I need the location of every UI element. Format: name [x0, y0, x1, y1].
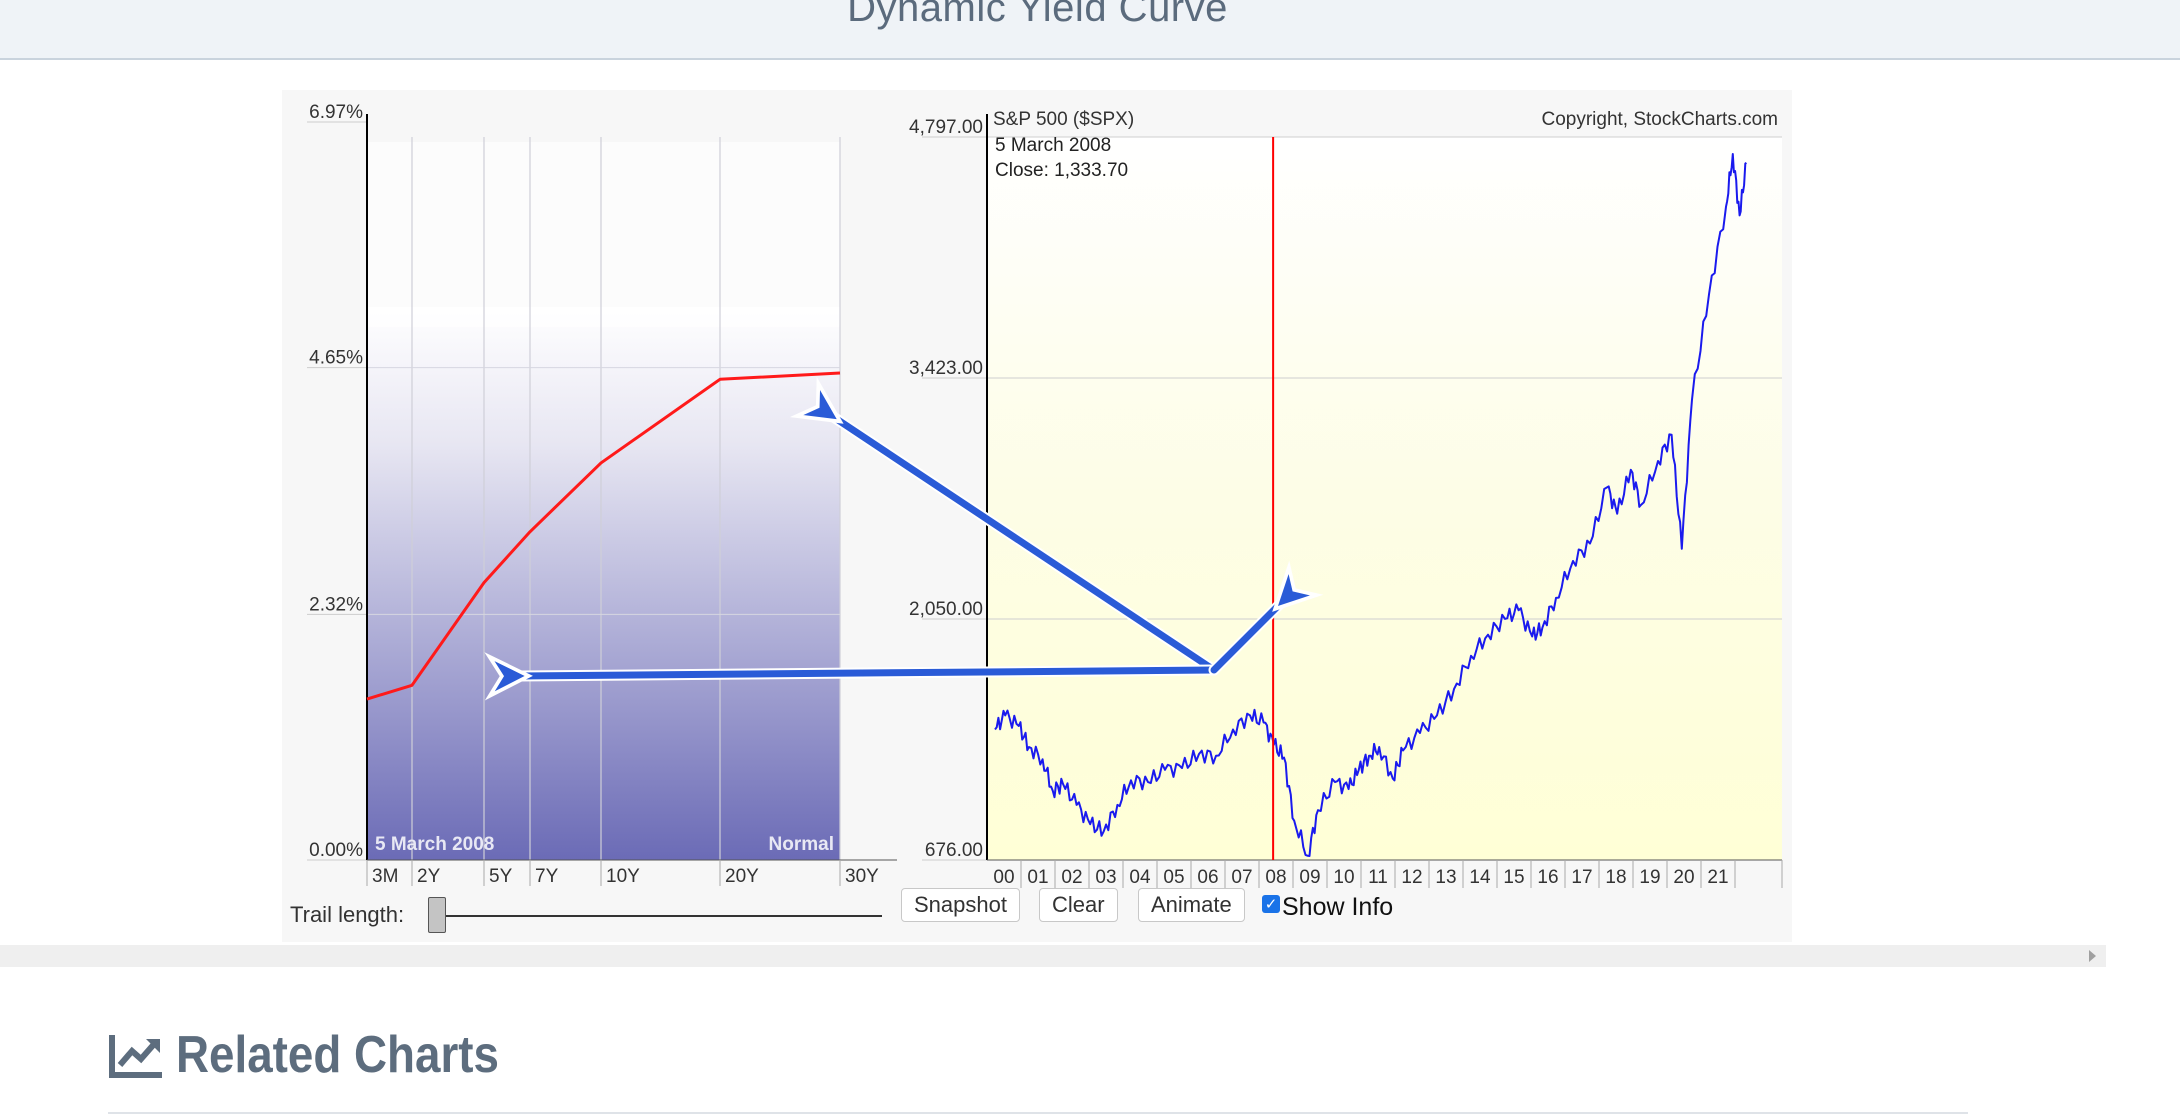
spx-x-tick-label: 12 — [1401, 867, 1422, 888]
yield-curve-date-label: 5 March 2008 — [375, 834, 494, 855]
spx-x-tick-label: 06 — [1197, 867, 1218, 888]
spx-x-tick-label: 18 — [1605, 867, 1626, 888]
yield-curve-shape-label: Normal — [769, 834, 834, 855]
spx-x-tick-label: 13 — [1435, 867, 1456, 888]
spx-x-tick-label: 20 — [1673, 867, 1694, 888]
spx-x-tick-label: 19 — [1639, 867, 1660, 888]
related-charts-heading: Related Charts — [108, 1025, 543, 1085]
related-charts-title: Related Charts — [176, 1026, 499, 1084]
spx-x-tick-label: 01 — [1027, 867, 1048, 888]
snapshot-button[interactable]: Snapshot — [901, 888, 1020, 922]
yield-curve-fill-top — [367, 142, 840, 327]
yield-curve-widget: 0.00% 2.32% 4.65% 6.97% 3M 2Y 5Y 7Y 10Y 20Y 30Y 5 M… — [282, 90, 1792, 942]
spx-x-tick-label: 03 — [1095, 867, 1116, 888]
spx-chart: 676.00 2,050.00 3,423.00 4,797.00 00 01 02 03 04… — [909, 109, 1783, 888]
show-info-checkbox[interactable]: ✓ — [1262, 895, 1280, 913]
title-bar: Dynamic Yield Curve — [0, 0, 2180, 60]
spx-info-close: Close: 1,333.70 — [995, 160, 1128, 181]
spx-copyright: Copyright, StockCharts.com — [1541, 109, 1778, 130]
spx-x-tick-label: 11 — [1368, 867, 1388, 888]
spx-x-tick-label: 17 — [1571, 867, 1592, 888]
line-chart-icon — [109, 1035, 162, 1078]
spx-x-tick-label: 09 — [1299, 867, 1320, 888]
spx-x-tick-label: 15 — [1503, 867, 1524, 888]
trail-length-track[interactable] — [434, 915, 882, 917]
arrow-annotation-icon — [519, 670, 1218, 676]
horizontal-scrollbar[interactable] — [0, 945, 2106, 967]
page-title: Dynamic Yield Curve — [847, 0, 1228, 30]
spx-x-tick-label: 14 — [1469, 867, 1491, 888]
spx-x-tick-label: 21 — [1707, 867, 1728, 888]
yield-curve-y-tick-label: 0.00% — [309, 840, 363, 861]
yield-curve-y-tick-label: 6.97% — [309, 102, 363, 123]
scroll-right-arrow-icon[interactable] — [2089, 950, 2096, 962]
spx-y-tick-label: 3,423.00 — [909, 358, 983, 379]
spx-x-tick-label: 10 — [1333, 867, 1354, 888]
trail-length-slider[interactable] — [428, 897, 446, 933]
yield-curve-chart: 0.00% 2.32% 4.65% 6.97% 3M 2Y 5Y 7Y 10Y 20Y 30Y 5 M… — [307, 102, 897, 887]
arrow-annotation-icon — [1210, 602, 1282, 674]
show-info-toggle[interactable]: ✓ Show Info — [1262, 892, 1393, 922]
spx-info-date: 5 March 2008 — [995, 135, 1111, 156]
yield-curve-y-tick-label: 2.32% — [309, 594, 363, 615]
spx-y-tick-label: 676.00 — [925, 840, 983, 861]
spx-x-tick-label: 02 — [1061, 867, 1082, 888]
animate-button[interactable]: Animate — [1138, 888, 1245, 922]
spx-x-tick-label: 16 — [1537, 867, 1558, 888]
yield-curve-x-tick-label: 7Y — [535, 866, 559, 887]
yield-curve-x-tick-label: 3M — [372, 866, 398, 887]
yield-curve-x-tick-label: 10Y — [606, 866, 640, 887]
yield-curve-x-tick-label: 5Y — [489, 866, 513, 887]
spx-x-tick-label: 08 — [1265, 867, 1286, 888]
yield-curve-fill — [367, 307, 840, 860]
arrow-annotation-icon — [832, 416, 1218, 674]
clear-button[interactable]: Clear — [1039, 888, 1118, 922]
related-divider — [108, 1112, 1968, 1114]
spx-y-tick-label: 2,050.00 — [909, 599, 983, 620]
yield-curve-line — [366, 371, 841, 701]
yield-curve-x-tick-label: 2Y — [417, 866, 441, 887]
yield-curve-y-tick-label: 4.65% — [309, 348, 363, 369]
show-info-label: Show Info — [1282, 892, 1394, 921]
spx-x-tick-label: 00 — [993, 867, 1014, 888]
yield-curve-x-tick-label: 30Y — [845, 866, 879, 887]
spx-x-tick-label: 04 — [1129, 867, 1151, 888]
spx-title: S&P 500 ($SPX) — [993, 109, 1134, 130]
spx-fill — [987, 137, 1782, 860]
spx-price-line — [994, 153, 1747, 857]
chart-canvas[interactable]: 0.00% 2.32% 4.65% 6.97% 3M 2Y 5Y 7Y 10Y 20Y 30Y 5 M… — [282, 90, 1792, 942]
spx-x-tick-label: 07 — [1231, 867, 1252, 888]
spx-y-tick-label: 4,797.00 — [909, 117, 983, 138]
yield-curve-x-tick-label: 20Y — [725, 866, 759, 887]
arrow-annotations — [519, 416, 1282, 676]
trail-length-label: Trail length: — [290, 902, 405, 927]
spx-x-tick-label: 05 — [1163, 867, 1184, 888]
